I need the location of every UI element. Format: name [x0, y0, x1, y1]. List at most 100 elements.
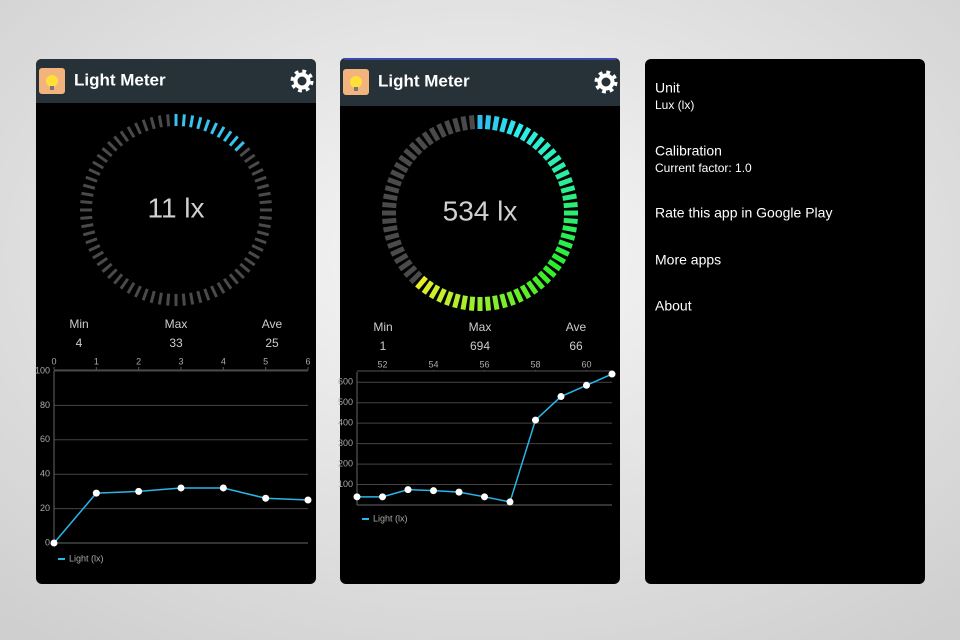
gauge-segment [513, 123, 524, 138]
data-point [455, 488, 463, 496]
gauge-segment [119, 277, 130, 290]
x-tick-label: 60 [581, 359, 591, 369]
gauge-segment [532, 136, 545, 151]
gauge-segment [542, 148, 557, 161]
gauge-segment [383, 225, 398, 233]
gauge-segment [398, 259, 413, 272]
gauge-segment [555, 246, 570, 257]
y-tick-label: 40 [40, 469, 50, 479]
gauge-segment [126, 126, 136, 139]
menu-item-title[interactable]: More apps [655, 252, 721, 268]
gauge-segment [468, 296, 476, 311]
gauge-segment [444, 120, 454, 135]
gauge-segment [80, 215, 93, 220]
gauge-segment [107, 141, 118, 152]
gauge-segment [468, 115, 476, 130]
gauge-segment [157, 115, 163, 128]
gauge-segment [460, 116, 468, 131]
gauge-segment [428, 284, 441, 300]
data-point [481, 493, 488, 501]
stat-label: Ave [566, 320, 587, 334]
menu-item-title[interactable]: Unit [655, 80, 680, 96]
phone-screen [36, 59, 316, 584]
gauge-segment [239, 262, 251, 273]
gauge-segment [560, 232, 576, 241]
gauge-segment [506, 120, 516, 135]
y-tick-label: 100 [338, 479, 353, 489]
gauge-segment [532, 275, 545, 290]
gauge-segment [444, 291, 454, 306]
data-point [404, 486, 412, 494]
y-tick-label: 20 [40, 503, 50, 513]
x-tick-label: 52 [377, 359, 387, 369]
x-tick-label: 58 [530, 359, 540, 369]
gauge-segment [222, 277, 233, 290]
gauge-segment [408, 141, 423, 156]
status-line [344, 58, 616, 60]
menu-item-title[interactable]: About [655, 298, 692, 314]
stat-value: 33 [169, 336, 183, 350]
gauge-segment [258, 223, 271, 229]
gauge-segment [551, 252, 567, 265]
reading: 11 lx [147, 192, 204, 223]
y-tick-label: 60 [40, 434, 50, 444]
gauge-segment [239, 147, 251, 158]
gauge-segment [384, 232, 400, 241]
gauge-segment [141, 119, 149, 132]
gauge-segment [393, 161, 409, 174]
gauge-segment [210, 285, 218, 298]
x-tick-label: 56 [479, 359, 489, 369]
menu-item-title[interactable]: Rate this app in Google Play [655, 205, 832, 221]
gauge-segment [81, 223, 94, 229]
legend-label: Light (lx) [69, 553, 104, 563]
gauge-segment [96, 256, 109, 267]
stat-label: Max [165, 317, 188, 331]
gauge-segment [149, 290, 156, 304]
gauge-segment [243, 256, 256, 267]
gauge-segment [499, 293, 508, 309]
phone-screen [645, 59, 925, 584]
y-tick-label: 600 [338, 377, 353, 387]
gauge-segment [436, 123, 447, 138]
gauge-segment [85, 175, 98, 183]
y-tick-label: 200 [338, 458, 353, 468]
gauge-segment [403, 265, 418, 278]
app-title: Light Meter [378, 71, 470, 90]
gauge-segment [547, 259, 562, 272]
app-bar [340, 58, 620, 106]
gauge-segment [228, 273, 239, 285]
gauge-segment [519, 126, 532, 142]
gauge-segment [390, 246, 405, 257]
data-point [50, 539, 58, 547]
gauge-segment [166, 293, 171, 306]
gauge-segment [181, 293, 186, 306]
gauge-segment [254, 175, 267, 183]
gauge-segment [113, 273, 124, 285]
gauge-segment [189, 115, 195, 128]
settings-gear[interactable] [290, 69, 314, 93]
gauge-segment [256, 183, 270, 190]
gauge-segment [383, 193, 398, 201]
gauge-segment [222, 130, 233, 143]
gauge-segment [92, 160, 105, 170]
gauge-segment [452, 293, 461, 309]
gauge-segment [119, 130, 130, 143]
data-point [219, 484, 227, 492]
gauge-segment [259, 200, 272, 205]
gauge-segment [563, 217, 578, 225]
stat-value: 694 [470, 339, 490, 353]
bulb-base [354, 87, 358, 91]
gauge-segment [492, 116, 500, 131]
settings-gear[interactable] [594, 70, 618, 94]
menu-item-title[interactable]: Calibration [655, 143, 722, 159]
gauge-segment [92, 250, 105, 260]
gauge-segment [234, 141, 245, 152]
gauge-segment [259, 215, 272, 220]
gauge-segment [203, 288, 211, 301]
gauge-segment [408, 270, 423, 285]
gauge-segment [542, 265, 557, 278]
gauge-segment [563, 201, 578, 209]
bulb-icon [46, 75, 58, 87]
y-tick-label: 500 [338, 397, 353, 407]
